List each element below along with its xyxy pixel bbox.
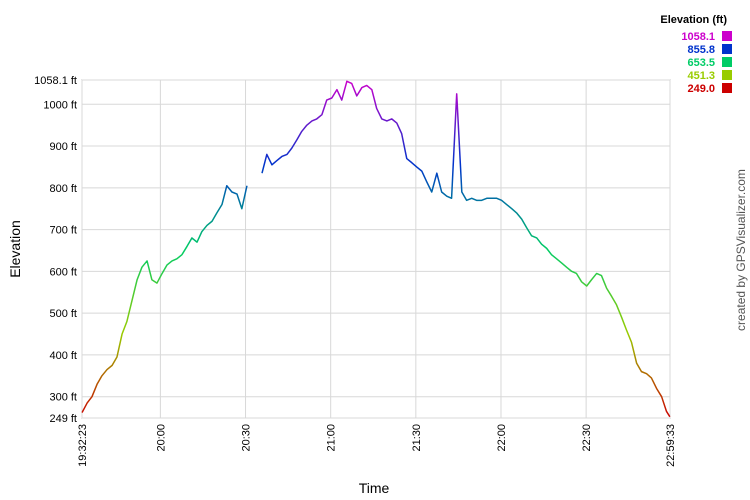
y-tick-label: 300 ft: [49, 392, 77, 404]
legend-label: 451.3: [687, 70, 715, 82]
legend-swatch: [722, 70, 732, 80]
y-tick-label: 1058.1 ft: [34, 75, 77, 87]
legend-label: 1058.1: [681, 31, 715, 43]
legend-swatch: [722, 44, 732, 54]
y-tick-label: 1000 ft: [43, 99, 77, 111]
y-tick-label: 800 ft: [49, 183, 77, 195]
plot-area: [81, 79, 671, 419]
y-tick-label: 249 ft: [49, 413, 77, 425]
y-tick-label: 500 ft: [49, 308, 77, 320]
elevation-line: [81, 80, 671, 418]
legend-title: Elevation (ft): [660, 14, 727, 26]
x-tick-label: 20:30: [241, 424, 253, 452]
x-tick-label: 21:30: [411, 424, 423, 452]
legend-swatch: [722, 57, 732, 67]
x-axis-label: Time: [359, 480, 390, 496]
y-axis-label: Elevation: [7, 220, 23, 278]
legend-swatch: [722, 83, 732, 93]
y-tick-label: 900 ft: [49, 141, 77, 153]
y-tick-label: 700 ft: [49, 225, 77, 237]
x-tick-label: 20:00: [155, 424, 167, 452]
x-tick-label: 22:00: [496, 424, 508, 452]
x-tick-label: 22:59:33: [665, 424, 677, 467]
y-tick-label: 400 ft: [49, 350, 77, 362]
legend-label: 653.5: [687, 57, 715, 69]
y-tick-label: 600 ft: [49, 266, 77, 278]
credit: created by GPSVisualizer.com: [734, 169, 748, 331]
x-tick-label: 19:32:23: [77, 424, 89, 467]
x-tick-label: 21:00: [326, 424, 338, 452]
legend-label: 855.8: [687, 44, 715, 56]
x-tick-label: 22:30: [581, 424, 593, 452]
legend-label: 249.0: [687, 83, 715, 95]
legend-swatch: [722, 31, 732, 41]
